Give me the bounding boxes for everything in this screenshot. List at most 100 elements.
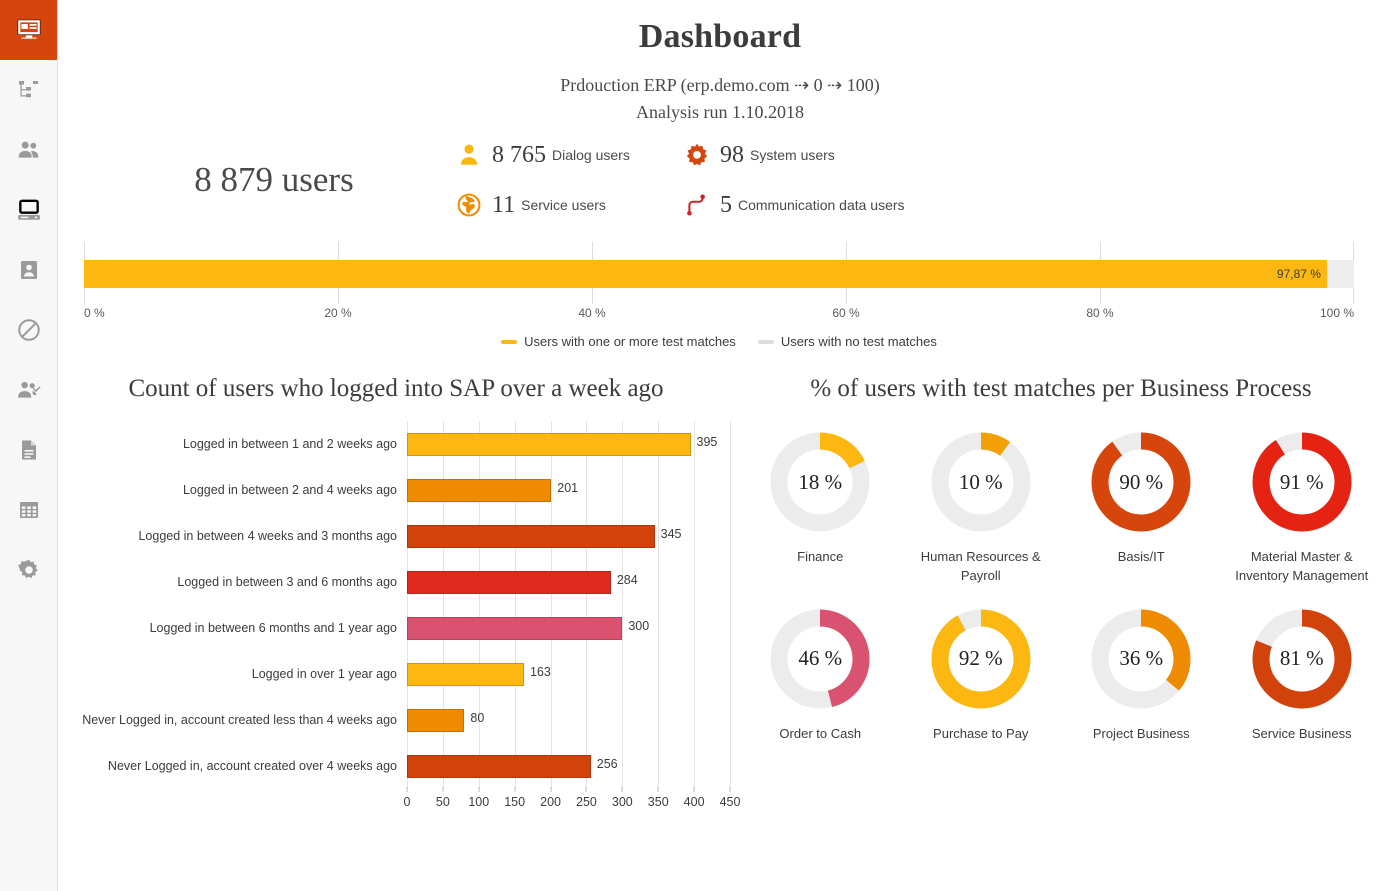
donut-chart: 10 %: [922, 423, 1040, 541]
sidebar-item-approved-users[interactable]: [0, 360, 57, 420]
stat-value: 8 765: [492, 141, 546, 168]
bar-x-tick-label: 350: [647, 795, 669, 809]
gear-icon: [682, 140, 712, 170]
donut-category-label: Finance: [797, 549, 844, 564]
bar-x-tick-label: 300: [611, 795, 633, 809]
bar-chart-row: Logged in between 6 months and 1 year ag…: [62, 605, 730, 651]
donut-chart: 18 %: [761, 423, 879, 541]
analysis-run-line: Analysis run 1.10.2018: [636, 102, 804, 122]
sidebar-item-users-group[interactable]: [0, 120, 57, 180]
legend-swatch: [501, 339, 518, 344]
bar[interactable]: [407, 709, 465, 732]
donut-category-label: Service Business: [1251, 725, 1352, 741]
bar-category-label: Logged in between 1 and 2 weeks ago: [182, 437, 397, 451]
bar-value-label: 256: [596, 757, 618, 771]
stat-value: 98: [720, 141, 744, 168]
donut-chart: 36 %: [1082, 600, 1200, 718]
progress-fill: 97,87 %: [84, 260, 1327, 288]
bar-value-label: 395: [696, 435, 718, 449]
donut-cell[interactable]: 81 % Service Business: [1222, 600, 1382, 744]
donut-value-label: 10 %: [958, 469, 1003, 494]
bar-value-label: 201: [557, 481, 579, 495]
page-subtitle: Prdouction ERP (erp.demo.com ⇢ 0 ⇢ 100) …: [58, 72, 1382, 126]
gear-icon: [16, 557, 42, 583]
bar[interactable]: [407, 433, 691, 456]
progress-legend: Users with one or more test matches User…: [84, 334, 1354, 349]
donut-category-label: Order to Cash: [779, 725, 862, 741]
legend-label: Users with one or more test matches: [524, 334, 736, 349]
bar[interactable]: [407, 663, 524, 686]
bar-value-label: 80: [470, 711, 485, 725]
legend-swatch: [757, 339, 774, 344]
donut-cell[interactable]: 90 % Basis/IT: [1061, 423, 1222, 586]
bar-category-label: Logged in over 1 year ago: [251, 667, 397, 681]
stat-system-users: 98 System users: [682, 140, 905, 170]
bar-x-tick-label: 400: [683, 795, 705, 809]
donut-chart: 92 %: [922, 600, 1040, 718]
donut-chart: 91 %: [1243, 423, 1361, 541]
bar-chart-row: Logged in between 4 weeks and 3 months a…: [62, 513, 730, 559]
donut-value-label: 36 %: [1119, 646, 1164, 671]
bar-x-tick-label: 0: [403, 795, 411, 809]
stat-label: System users: [750, 147, 835, 163]
donut-cell[interactable]: 18 % Finance: [740, 423, 901, 586]
donut-chart: 46 %: [761, 600, 879, 718]
progress-axis-tick: 40 %: [578, 306, 606, 320]
bar-track: 80: [407, 697, 730, 743]
donut-cell[interactable]: 10 % Human Resources & Payroll: [901, 423, 1062, 586]
bar-chart-row: Logged in over 1 year ago 163: [62, 651, 730, 697]
bar-x-tick-label: 200: [540, 795, 561, 809]
donut-grid-row-1: 18 % Finance 10 % Human Resources & Payroll…: [740, 423, 1382, 586]
donut-cell[interactable]: 46 % Order to Cash: [740, 600, 901, 744]
stat-communication-data-users: 5 Communication data users: [682, 190, 905, 220]
donut-chart: 90 %: [1082, 423, 1200, 541]
grid-table-icon: [17, 498, 41, 522]
bar-x-tick-label: 150: [504, 795, 526, 809]
bar-x-tick-label: 250: [576, 795, 597, 809]
bar[interactable]: [407, 755, 591, 778]
bar-track: 395: [407, 421, 730, 467]
progress-track: 97,87 %: [84, 260, 1354, 288]
bar-category-label: Logged in between 3 and 6 months ago: [177, 575, 397, 589]
sidebar-item-tables[interactable]: [0, 480, 57, 540]
bar[interactable]: [407, 617, 623, 640]
users-group-icon: [16, 137, 42, 163]
sidebar-item-dashboard[interactable]: [0, 0, 57, 60]
bar[interactable]: [407, 479, 552, 502]
system-line: Prdouction ERP (erp.demo.com ⇢ 0 ⇢ 100): [560, 75, 880, 95]
donut-value-label: 18 %: [798, 469, 843, 494]
donut-category-label: Human Resources & Payroll: [920, 549, 1041, 583]
bar-chart-row: Never Logged in, account created less th…: [62, 697, 730, 743]
donut-value-label: 90 %: [1119, 469, 1164, 494]
bar[interactable]: [407, 571, 611, 594]
globe-icon: [454, 190, 484, 220]
bar[interactable]: [407, 525, 655, 548]
users-check-icon: [16, 377, 42, 403]
sidebar-item-blocked[interactable]: [0, 300, 57, 360]
sidebar-item-settings[interactable]: [0, 540, 57, 600]
sidebar-item-system[interactable]: [0, 180, 57, 240]
bar-x-tick-label: 50: [435, 795, 450, 809]
bar-track: 345: [407, 513, 730, 559]
bar-value-label: 300: [628, 619, 650, 633]
sidebar-item-id-card[interactable]: [0, 240, 57, 300]
progress-axis: 0 % 20 % 40 % 60 % 80 % 100 %: [84, 306, 1354, 328]
bar-value-label: 284: [616, 573, 638, 587]
legend-label: Users with no test matches: [780, 334, 937, 349]
donut-cell[interactable]: 36 % Project Business: [1061, 600, 1222, 744]
page-title: Dashboard: [638, 18, 802, 55]
bar-category-label: Logged in between 4 weeks and 3 months a…: [138, 529, 397, 543]
bar-chart-plot: Logged in between 1 and 2 weeks ago 395 Lo…: [62, 421, 731, 789]
progress-axis-tick: 20 %: [324, 306, 352, 320]
donut-cell[interactable]: 92 % Purchase to Pay: [901, 600, 1062, 744]
bar-x-tick-label: 450: [719, 795, 741, 809]
donut-category-label: Material Master & Inventory Management: [1235, 549, 1369, 583]
donut-cell[interactable]: 91 % Material Master & Inventory Manageme…: [1222, 423, 1382, 586]
stat-label: Communication data users: [738, 197, 905, 213]
sidebar-item-hierarchy[interactable]: [0, 60, 57, 120]
bar-chart-row: Logged in between 1 and 2 weeks ago 395: [62, 421, 730, 467]
bar-track: 300: [407, 605, 730, 651]
bar-track: 284: [407, 559, 730, 605]
bar-value-label: 345: [660, 527, 682, 541]
sidebar-item-reports[interactable]: [0, 420, 57, 480]
